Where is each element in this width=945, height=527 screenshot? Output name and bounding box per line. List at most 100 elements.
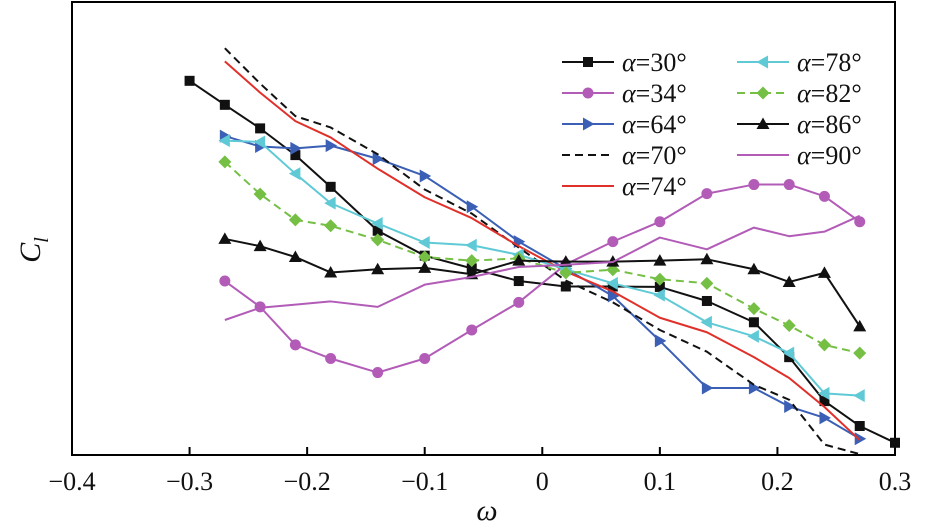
series-alpha-34-point xyxy=(783,179,795,191)
series-alpha-30-point xyxy=(255,123,266,134)
y-axis-title-main: C xyxy=(14,242,47,263)
series-alpha-64-line xyxy=(224,135,861,440)
legend-item-alpha-78: α=78° xyxy=(737,48,862,77)
series-alpha-64-point xyxy=(290,141,302,155)
legend-item-alpha-70-label: α=70° xyxy=(622,141,687,170)
series-alpha-64-point xyxy=(466,200,479,214)
series-alpha-64-point xyxy=(419,169,432,183)
series-alpha-82-point xyxy=(559,266,573,280)
series-alpha-86-point xyxy=(653,254,667,266)
series-alpha-82-point xyxy=(465,254,479,268)
series-alpha-34-point xyxy=(513,296,525,308)
legend-item-alpha-82: α=82° xyxy=(737,79,862,108)
series-alpha-78-point xyxy=(288,167,301,181)
series-alpha-64-point xyxy=(372,152,385,166)
series-alpha-82-point xyxy=(817,338,831,352)
series-alpha-78-point xyxy=(817,386,830,400)
legend-item-alpha-86: α=86° xyxy=(737,110,862,139)
series-alpha-82-point xyxy=(218,155,232,169)
series-alpha-82-point xyxy=(782,318,796,332)
series-alpha-64-point xyxy=(854,432,867,446)
series-alpha-34-point xyxy=(325,353,337,365)
series-alpha-82-point xyxy=(700,276,714,290)
series-alpha-78-point xyxy=(653,288,665,302)
series-alpha-82-point xyxy=(253,187,267,201)
series-layer xyxy=(184,47,900,456)
series-alpha-82-point xyxy=(371,233,385,247)
series-alpha-64-point xyxy=(325,139,338,153)
series-alpha-64 xyxy=(219,129,867,446)
series-alpha-30-point xyxy=(654,281,665,292)
x-tick-label: −0.3 xyxy=(166,467,213,496)
series-alpha-86-point xyxy=(817,266,831,278)
legend-item-alpha-30-marker xyxy=(583,57,593,67)
legend-item-alpha-64-marker xyxy=(583,117,595,131)
series-alpha-78-point xyxy=(218,134,230,148)
series-alpha-82-point xyxy=(853,346,867,360)
legend-item-alpha-34: α=34° xyxy=(562,79,687,108)
series-alpha-78-point xyxy=(465,238,477,252)
series-alpha-86-point xyxy=(371,262,385,275)
series-alpha-86-point xyxy=(418,261,432,273)
series-alpha-78-point xyxy=(782,346,795,360)
series-alpha-30-point xyxy=(219,99,230,110)
legend-item-alpha-74: α=74° xyxy=(562,172,687,201)
legend: α=30°α=34°α=64°α=70°α=74° α=78°α=82°α=86°… xyxy=(562,48,862,201)
series-alpha-30-point xyxy=(372,225,383,236)
series-alpha-34 xyxy=(219,179,866,379)
series-alpha-90 xyxy=(224,214,861,321)
series-alpha-34-point xyxy=(419,353,431,365)
x-tick-label: −0.4 xyxy=(48,467,95,496)
series-alpha-86-line xyxy=(224,237,861,327)
series-alpha-78-point xyxy=(700,315,712,329)
series-alpha-34-point xyxy=(748,179,760,191)
series-alpha-74 xyxy=(224,60,861,441)
series-alpha-86-point xyxy=(288,250,302,263)
x-axis-ticks: −0.4 −0.3 −0.2 −0.1 0 0.1 0.2 0.3 xyxy=(48,447,911,496)
series-alpha-30-point xyxy=(854,421,865,432)
series-alpha-82-point xyxy=(288,213,302,227)
series-alpha-34-point xyxy=(372,367,384,379)
series-alpha-34-point xyxy=(818,190,830,202)
series-alpha-70-line xyxy=(224,47,860,456)
series-alpha-30-point xyxy=(325,181,336,192)
series-alpha-30-point xyxy=(560,281,571,292)
series-alpha-64-point xyxy=(654,334,667,348)
series-alpha-70 xyxy=(224,47,860,456)
series-alpha-86-point xyxy=(747,262,761,275)
series-alpha-82-line xyxy=(224,161,860,355)
series-alpha-78-point xyxy=(324,196,336,210)
series-alpha-86-point xyxy=(782,275,796,287)
series-alpha-86-point xyxy=(700,252,714,265)
legend-item-alpha-86-label: α=86° xyxy=(797,110,862,139)
series-alpha-82 xyxy=(218,155,867,360)
series-alpha-34-point xyxy=(607,236,619,248)
series-alpha-30-point xyxy=(748,317,759,328)
series-alpha-78-point xyxy=(253,135,266,149)
legend-item-alpha-78-marker xyxy=(756,55,768,69)
series-alpha-64-point xyxy=(819,411,831,425)
legend-item-alpha-70: α=70° xyxy=(562,141,687,170)
x-axis-title: ω xyxy=(476,494,497,527)
series-alpha-86-point xyxy=(606,255,620,267)
series-alpha-34-point xyxy=(289,339,301,351)
legend-item-alpha-86-marker xyxy=(756,117,770,129)
series-alpha-78-point xyxy=(606,276,618,290)
series-alpha-30-point xyxy=(513,276,524,287)
series-alpha-34-point xyxy=(654,216,666,228)
series-alpha-30-point xyxy=(701,295,712,306)
series-alpha-34-point xyxy=(854,216,866,228)
series-alpha-30-point xyxy=(290,150,301,161)
series-alpha-82-point xyxy=(324,219,338,233)
legend-item-alpha-64-label: α=64° xyxy=(622,110,687,139)
series-alpha-78-point xyxy=(418,236,430,250)
series-alpha-34-point xyxy=(701,188,713,200)
series-alpha-86-point xyxy=(218,232,232,244)
series-alpha-78-point xyxy=(747,329,759,343)
series-alpha-86-point xyxy=(853,319,867,332)
series-alpha-64-point xyxy=(607,289,620,303)
legend-item-alpha-34-label: α=34° xyxy=(622,79,687,108)
legend-item-alpha-82-marker xyxy=(756,86,770,100)
series-alpha-34-point xyxy=(466,324,478,336)
